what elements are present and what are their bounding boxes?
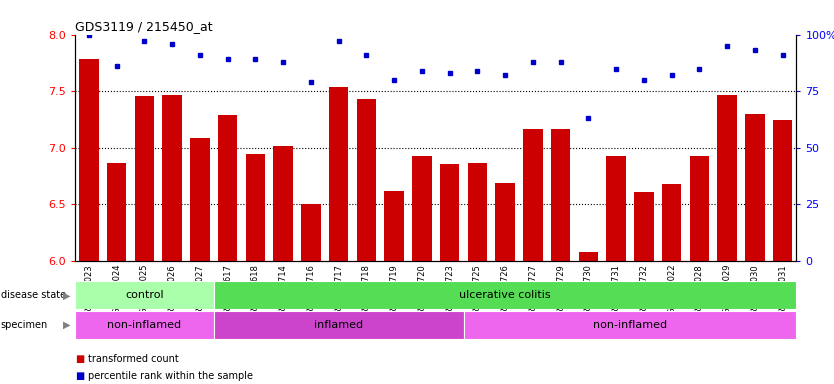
- Text: ▶: ▶: [63, 320, 71, 330]
- Bar: [468, 162, 487, 261]
- Bar: [135, 96, 154, 261]
- Bar: [717, 94, 736, 261]
- Text: non-inflamed: non-inflamed: [593, 320, 667, 330]
- Bar: [523, 129, 543, 261]
- Text: specimen: specimen: [1, 320, 48, 330]
- Bar: [440, 164, 460, 261]
- Bar: [75, 311, 214, 339]
- Bar: [773, 119, 792, 261]
- Bar: [634, 192, 654, 261]
- Bar: [579, 252, 598, 261]
- Bar: [190, 137, 209, 261]
- Text: control: control: [125, 290, 163, 300]
- Text: ■: ■: [75, 371, 84, 381]
- Bar: [329, 87, 349, 261]
- Bar: [75, 281, 214, 309]
- Text: transformed count: transformed count: [88, 354, 178, 364]
- Bar: [412, 156, 432, 261]
- Text: disease state: disease state: [1, 290, 66, 300]
- Bar: [246, 154, 265, 261]
- Bar: [384, 191, 404, 261]
- Bar: [495, 183, 515, 261]
- Bar: [214, 311, 464, 339]
- Bar: [301, 205, 320, 261]
- Text: inflamed: inflamed: [314, 320, 364, 330]
- Text: ▶: ▶: [63, 290, 71, 300]
- Bar: [662, 184, 681, 261]
- Bar: [464, 311, 796, 339]
- Bar: [79, 60, 98, 261]
- Text: GDS3119 / 215450_at: GDS3119 / 215450_at: [75, 20, 213, 33]
- Bar: [107, 162, 127, 261]
- Bar: [163, 94, 182, 261]
- Text: ulcerative colitis: ulcerative colitis: [460, 290, 551, 300]
- Bar: [218, 115, 238, 261]
- Text: non-inflamed: non-inflamed: [108, 320, 182, 330]
- Text: percentile rank within the sample: percentile rank within the sample: [88, 371, 253, 381]
- Bar: [551, 129, 570, 261]
- Bar: [274, 146, 293, 261]
- Bar: [214, 281, 796, 309]
- Bar: [745, 114, 765, 261]
- Text: ■: ■: [75, 354, 84, 364]
- Bar: [690, 156, 709, 261]
- Bar: [357, 99, 376, 261]
- Bar: [606, 156, 626, 261]
